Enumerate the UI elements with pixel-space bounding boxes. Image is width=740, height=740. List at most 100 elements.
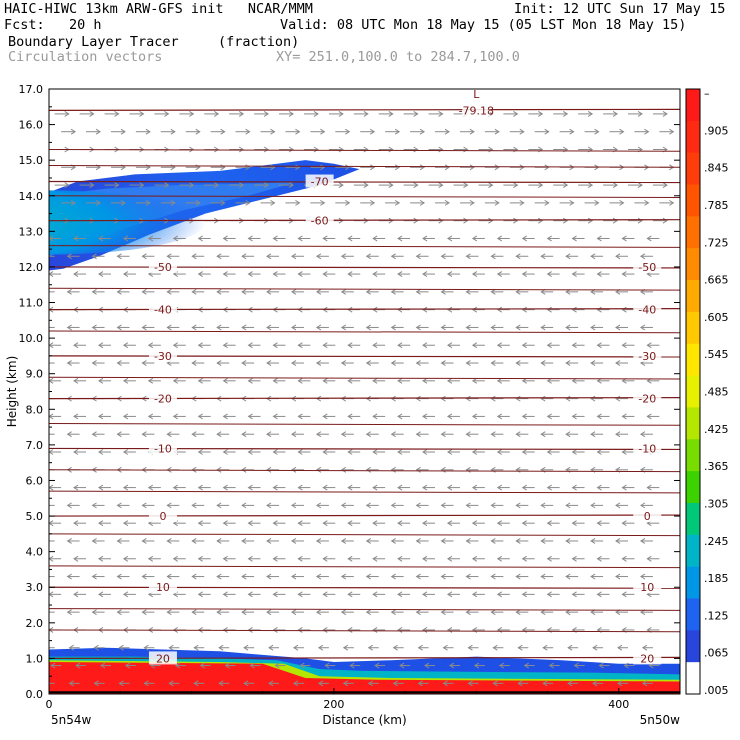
circulation-vector (392, 680, 404, 687)
circulation-vector (322, 449, 336, 455)
circulation-vector (628, 182, 643, 189)
contour-label: -30 (638, 350, 656, 363)
circulation-vector (98, 520, 111, 527)
circulation-vector (515, 538, 529, 544)
circulation-vector (229, 146, 245, 153)
circulation-vector (372, 555, 386, 562)
circulation-vector (415, 288, 429, 295)
circulation-vector (222, 413, 236, 420)
x-tick-label: 200 (323, 698, 344, 711)
circulation-vector (49, 682, 55, 684)
circulation-vector (615, 324, 629, 331)
colorbar-label: .725 (704, 236, 729, 249)
contour-label: 20 (156, 652, 170, 665)
circulation-vector (565, 324, 579, 331)
circulation-vector (303, 146, 319, 153)
circulation-vector (110, 128, 126, 135)
circulation-vector (66, 431, 80, 438)
circulation-vector (546, 520, 560, 527)
temperature-contour (49, 180, 680, 184)
circulation-vector (274, 662, 286, 669)
circulation-vector (378, 110, 394, 117)
circulation-vector (590, 360, 604, 366)
circulation-vector (478, 217, 494, 224)
circulation-vector (141, 538, 155, 544)
circulation-vector (621, 271, 635, 277)
circulation-vector (154, 182, 170, 189)
colorbar-label: .425 (704, 423, 729, 436)
circulation-vector (247, 377, 261, 384)
circulation-vector (98, 484, 111, 491)
circulation-vector (353, 182, 369, 189)
circulation-vector (440, 360, 454, 366)
circulation-vector (603, 217, 619, 224)
circulation-vector (442, 644, 454, 651)
circulation-vector (446, 342, 460, 349)
circulation-vector (490, 538, 504, 544)
circulation-vector (571, 555, 585, 562)
circulation-vector (492, 644, 504, 651)
circulation-vector (91, 431, 105, 438)
circulation-vector (584, 199, 600, 206)
colorbar-swatch (686, 566, 700, 599)
circulation-vector (291, 324, 304, 331)
circulation-vector (392, 644, 404, 651)
circulation-vector (609, 128, 625, 135)
y-tick-label: 14.0 (19, 190, 44, 203)
circulation-vector (467, 680, 479, 687)
circulation-vector (73, 591, 87, 598)
circulation-vector (397, 484, 411, 491)
circulation-vector (241, 253, 255, 260)
circulation-vector (141, 253, 155, 260)
circulation-vector (390, 573, 404, 580)
circulation-vector (68, 680, 80, 687)
contour-label: 10 (156, 581, 170, 594)
circulation-vector (204, 110, 220, 117)
circulation-vector (172, 484, 186, 491)
circulation-vector (73, 235, 87, 242)
circulation-vector (360, 164, 376, 171)
circulation-vector (515, 431, 529, 438)
upper-tracer-core (49, 190, 206, 255)
circulation-vector (496, 484, 510, 491)
circulation-vector (571, 591, 585, 598)
circulation-vector (147, 342, 161, 349)
colorbar-swatch (686, 502, 700, 536)
circulation-vector (528, 110, 544, 117)
circulation-vector (446, 555, 460, 562)
circulation-vector (546, 413, 560, 420)
circulation-vector (367, 644, 379, 651)
circulation-vector (403, 110, 419, 117)
circulation-vector (378, 182, 394, 189)
circulation-vector (222, 520, 236, 527)
circulation-vector (465, 502, 479, 509)
circulation-vector (415, 573, 429, 580)
circulation-vector (86, 128, 101, 135)
circulation-vector (609, 199, 625, 206)
cross-section-endpoints: XY= 251.0,100.0 to 284.7,100.0 (276, 49, 520, 65)
circulation-vector (534, 128, 550, 135)
circulation-vector (191, 324, 205, 331)
circulation-vector (79, 110, 95, 117)
x-tick-label: 0 (46, 698, 53, 711)
circulation-vector (297, 413, 311, 420)
circulation-vector (222, 555, 236, 562)
circulation-vector (322, 413, 336, 420)
circulation-vector (509, 199, 525, 206)
circulation-vector (143, 680, 155, 687)
circulation-vector (440, 324, 454, 331)
temperature-contour (49, 287, 680, 291)
circulation-vector (372, 413, 386, 420)
circulation-vector (528, 217, 544, 224)
circulation-vector (272, 271, 286, 277)
circulation-vector (646, 484, 660, 491)
colorbar-label: .605 (704, 311, 729, 324)
circulation-vector (135, 199, 151, 206)
circulation-vector (122, 413, 136, 420)
circulation-vector (73, 520, 87, 527)
circulation-vector (515, 324, 529, 331)
circulation-vector (515, 288, 529, 295)
circulation-vector (66, 573, 80, 580)
circulation-vector (172, 555, 186, 562)
